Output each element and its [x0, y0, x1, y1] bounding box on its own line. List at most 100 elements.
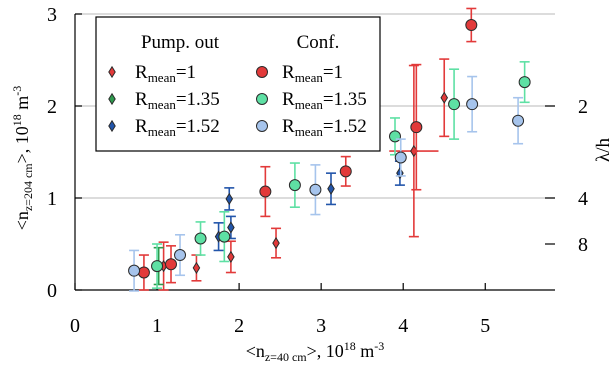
- data-marker: [259, 185, 272, 198]
- data-point: [518, 61, 531, 104]
- data-marker: [151, 260, 164, 273]
- data-marker: [227, 221, 235, 234]
- data-point: [137, 254, 150, 291]
- data-point: [309, 164, 322, 216]
- x-axis-label: <nz=40 cm>, 1018 m-3: [246, 339, 385, 364]
- legend-marker: [108, 119, 116, 133]
- data-marker: [165, 258, 177, 271]
- data-point: [389, 117, 401, 156]
- data-point: [465, 7, 478, 43]
- data-point: [288, 162, 301, 208]
- data-point: [259, 165, 272, 218]
- data-marker: [465, 19, 478, 32]
- data-marker: [272, 236, 280, 250]
- data-point: [225, 215, 236, 240]
- y-tick-label: 0: [47, 280, 57, 302]
- data-point: [394, 160, 405, 186]
- data-point: [326, 172, 336, 206]
- legend-label: Rmean=1.35: [135, 89, 220, 112]
- data-marker: [225, 192, 234, 206]
- data-marker: [394, 151, 407, 164]
- data-marker: [218, 230, 231, 243]
- data-point: [218, 211, 231, 263]
- y2-tick-label: 2: [578, 96, 588, 118]
- legend-marker: [256, 120, 268, 132]
- data-marker: [309, 183, 322, 196]
- series-circle-135: [151, 61, 531, 289]
- data-point: [394, 138, 407, 177]
- legend-marker: [256, 93, 268, 105]
- data-point: [128, 249, 141, 292]
- x-tick-label: 0: [70, 315, 80, 337]
- data-marker: [327, 182, 335, 195]
- y-tick-label: 2: [47, 96, 57, 118]
- marks-layer: [128, 7, 531, 292]
- data-point: [339, 155, 352, 187]
- data-marker: [440, 91, 449, 104]
- data-marker: [466, 98, 479, 111]
- legend-group-left: Pump. out: [141, 32, 220, 53]
- data-point: [191, 254, 202, 282]
- data-point: [439, 58, 450, 138]
- legend-label: Rmean=1: [135, 62, 196, 85]
- data-marker: [174, 249, 187, 262]
- data-marker: [128, 264, 141, 277]
- y2-tick-label: 4: [578, 188, 588, 210]
- x-tick-label: 4: [398, 315, 408, 337]
- x-tick-label: 3: [316, 315, 326, 337]
- legend: Pump. out Conf. Rmean=1 Rmean=1.35 Rmean=1.5…: [95, 16, 381, 152]
- legend-entry: Rmean=1.35: [256, 89, 367, 112]
- data-marker: [227, 250, 235, 264]
- data-marker: [389, 130, 401, 143]
- data-marker: [518, 76, 531, 89]
- y-tick-label: 1: [47, 188, 57, 210]
- x-tick-label: 5: [480, 315, 490, 337]
- data-marker: [448, 98, 461, 111]
- data-marker: [410, 121, 423, 134]
- x-tick-label: 1: [152, 315, 162, 337]
- data-point: [225, 240, 236, 274]
- axis-layer: 0 1 2 3 4 5 0 1 2 3 2 4 8 <nz=40 cm>, 1018 m-3 <nz=204…: [10, 4, 614, 364]
- data-marker: [194, 232, 207, 245]
- y-tick-label: 3: [47, 4, 57, 26]
- data-marker: [137, 266, 150, 279]
- data-point: [165, 245, 177, 284]
- series-circle-152: [128, 75, 525, 292]
- data-marker: [396, 167, 404, 180]
- series-circle-1: [137, 7, 478, 291]
- y2-tick-label: 8: [578, 234, 588, 256]
- legend-group-right: Conf.: [297, 32, 340, 53]
- legend-marker: [256, 66, 268, 78]
- legend-entry: Rmean=1.52: [256, 116, 367, 139]
- data-point: [448, 68, 461, 140]
- data-point: [389, 64, 439, 238]
- legend-label: Rmean=1.52: [135, 116, 220, 139]
- data-point: [410, 63, 423, 191]
- legend-entry: Rmean=1.35: [108, 89, 220, 112]
- data-point: [151, 243, 164, 289]
- data-marker: [192, 261, 201, 275]
- data-point: [271, 227, 282, 259]
- legend-label: Rmean=1.35: [282, 89, 367, 112]
- legend-label: Rmean=1.52: [282, 116, 367, 139]
- data-point: [194, 221, 207, 256]
- data-point: [512, 96, 525, 145]
- y-axis-label: <nz=204 cm>, 1018 m-3: [10, 86, 35, 231]
- series-diamond-152: [213, 160, 405, 252]
- data-marker: [512, 114, 525, 127]
- legend-label: Rmean=1: [282, 62, 343, 85]
- data-point: [174, 234, 187, 277]
- legend-entry: Rmean=1: [256, 62, 343, 85]
- legend-entry: Rmean=1.52: [108, 116, 220, 139]
- y2-axis-label: λ/h: [593, 138, 614, 162]
- legend-entry: Rmean=1: [108, 62, 196, 85]
- data-point: [224, 187, 235, 211]
- legend-marker: [108, 65, 116, 79]
- x-tick-label: 2: [234, 315, 244, 337]
- data-marker: [288, 179, 301, 192]
- legend-box: [95, 16, 381, 152]
- legend-marker: [108, 92, 116, 106]
- data-marker: [339, 165, 352, 178]
- data-point: [466, 75, 479, 133]
